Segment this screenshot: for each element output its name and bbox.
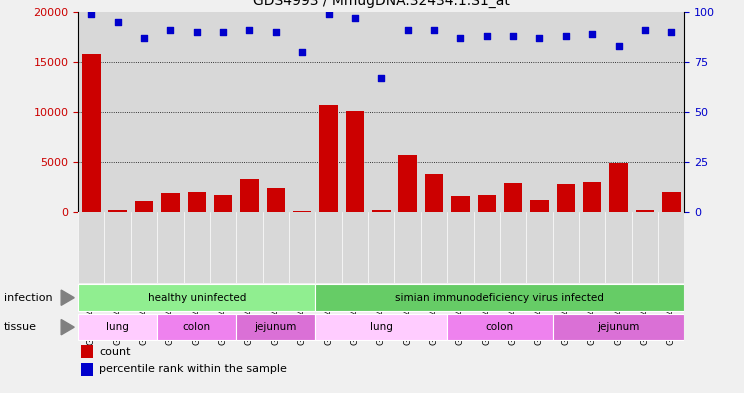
Point — [296, 49, 308, 55]
Bar — [81, 363, 93, 376]
Bar — [346, 111, 364, 212]
Point — [533, 35, 545, 41]
Point — [376, 75, 388, 81]
Bar — [237, 314, 315, 340]
Point — [243, 27, 255, 33]
Point — [428, 27, 440, 33]
Bar — [557, 184, 575, 212]
Text: jejunum: jejunum — [597, 322, 640, 332]
Point — [507, 33, 519, 39]
Bar — [504, 183, 522, 212]
Bar — [266, 188, 285, 212]
Bar — [135, 201, 153, 212]
Bar — [78, 285, 315, 311]
Point — [560, 33, 572, 39]
Text: healthy uninfected: healthy uninfected — [147, 293, 246, 303]
Text: colon: colon — [183, 322, 211, 332]
Point — [586, 31, 598, 37]
Point — [402, 27, 414, 33]
Bar — [109, 210, 127, 212]
Bar — [82, 54, 100, 212]
Bar — [187, 192, 206, 212]
Text: simian immunodeficiency virus infected: simian immunodeficiency virus infected — [396, 293, 604, 303]
Text: colon: colon — [486, 322, 514, 332]
Text: jejunum: jejunum — [254, 322, 297, 332]
Bar — [293, 211, 312, 212]
Bar — [447, 314, 553, 340]
Bar — [372, 210, 391, 212]
Point — [217, 29, 229, 35]
Bar — [214, 195, 232, 212]
Text: infection: infection — [4, 293, 52, 303]
Point — [665, 29, 677, 35]
Text: lung: lung — [106, 322, 129, 332]
Point — [86, 11, 97, 17]
Point — [190, 29, 202, 35]
Point — [455, 35, 466, 41]
Bar — [240, 179, 259, 212]
Point — [270, 29, 282, 35]
Title: GDS4993 / MmugDNA.32434.1.S1_at: GDS4993 / MmugDNA.32434.1.S1_at — [253, 0, 510, 8]
Point — [612, 43, 624, 49]
Bar — [553, 314, 684, 340]
Bar — [609, 163, 628, 212]
Text: tissue: tissue — [4, 322, 36, 332]
Bar — [319, 105, 338, 212]
Bar — [161, 193, 179, 212]
Text: percentile rank within the sample: percentile rank within the sample — [100, 364, 287, 375]
Text: lung: lung — [370, 322, 393, 332]
Point — [349, 15, 361, 21]
Text: count: count — [100, 347, 131, 357]
Polygon shape — [61, 320, 74, 335]
Bar — [425, 174, 443, 212]
Bar — [78, 314, 157, 340]
Point — [138, 35, 150, 41]
Bar — [399, 155, 417, 212]
Bar — [451, 196, 469, 212]
Bar — [530, 200, 549, 212]
Point — [164, 27, 176, 33]
Bar — [157, 314, 237, 340]
Bar — [583, 182, 601, 212]
Bar — [81, 345, 93, 358]
Bar — [478, 195, 496, 212]
Bar — [635, 210, 654, 212]
Bar — [315, 285, 684, 311]
Point — [639, 27, 651, 33]
Polygon shape — [61, 290, 74, 305]
Bar — [662, 192, 681, 212]
Point — [481, 33, 493, 39]
Point — [112, 18, 124, 25]
Point — [323, 11, 335, 17]
Bar — [315, 314, 447, 340]
